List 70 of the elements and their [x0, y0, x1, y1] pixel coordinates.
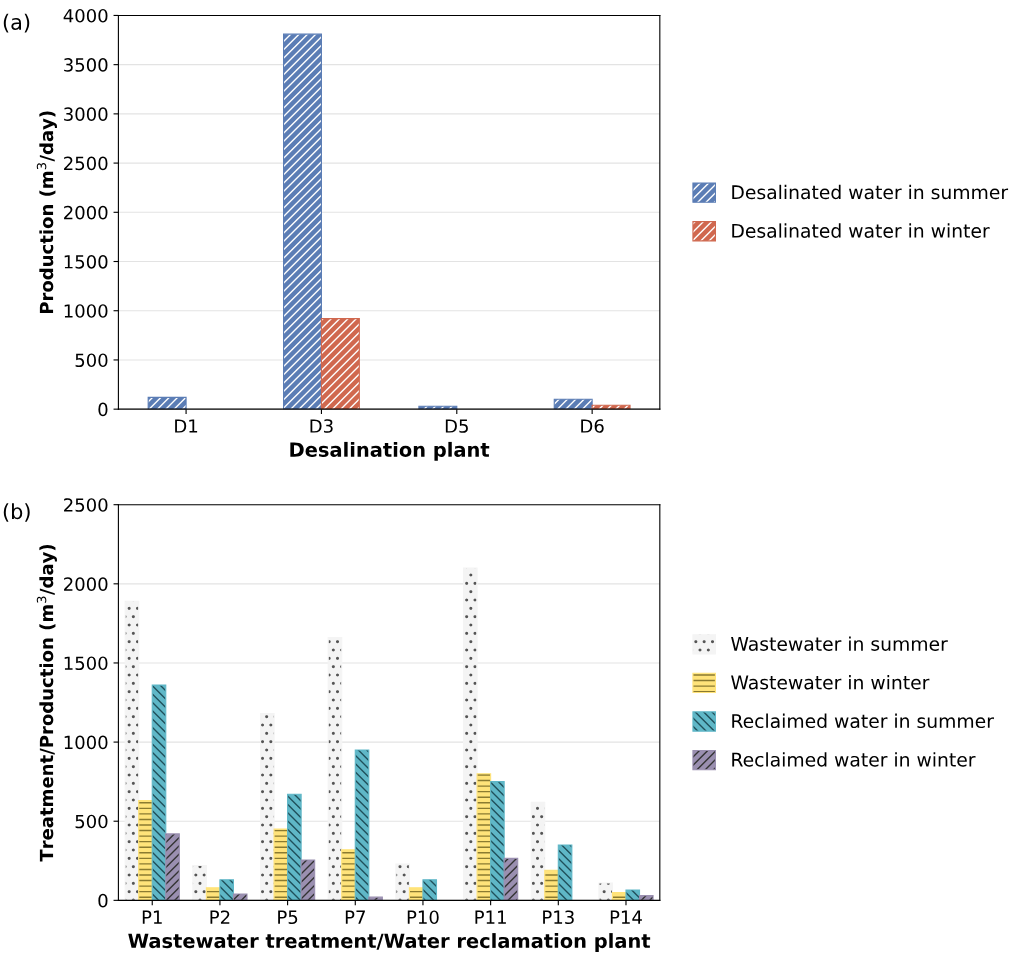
- legend-label: Desalinated water in summer: [732, 184, 1009, 200]
- x-tick-label: D3: [310, 419, 333, 433]
- x-tick-label: P13: [543, 910, 574, 925]
- x-tick-label: P10: [407, 910, 439, 925]
- x-tick-label: P2: [210, 910, 230, 924]
- y-tick-label: 2500: [64, 156, 108, 171]
- bar: [490, 781, 505, 901]
- bar: [422, 879, 438, 901]
- bar: [151, 684, 167, 901]
- x-tick-label: P11: [475, 910, 506, 924]
- bar: [327, 637, 343, 901]
- x-tick-label: P14: [610, 910, 642, 924]
- y-tick-label: 1500: [64, 254, 108, 269]
- y-tick-label: 0: [98, 402, 108, 417]
- y-tick-label: 1000: [64, 735, 108, 750]
- bar: [259, 713, 275, 901]
- bar: [463, 567, 478, 901]
- bar: [591, 404, 631, 410]
- x-tick-label: P1: [142, 910, 162, 924]
- bar: [503, 857, 519, 901]
- bar: [598, 882, 614, 901]
- legend-label: Desalinated water in winter: [732, 223, 990, 238]
- bar: [287, 793, 302, 901]
- bar: [354, 749, 370, 901]
- legend-label: Wastewater in summer: [731, 636, 948, 651]
- bar: [544, 869, 559, 901]
- x-axis-title: Desalination plant: [290, 441, 490, 461]
- x-tick-label: P7: [345, 910, 365, 924]
- x-tick-label: D1: [175, 419, 198, 433]
- bar: [165, 833, 180, 901]
- y-tick-label: 0: [98, 893, 108, 908]
- y-tick-label: 2500: [64, 498, 108, 512]
- bar: [300, 859, 316, 901]
- y-tick-label: 1500: [64, 656, 108, 671]
- x-tick-label: D5: [445, 419, 468, 433]
- bar: [553, 398, 593, 410]
- bar: [219, 879, 235, 901]
- y-tick-label: 1000: [64, 304, 108, 318]
- x-tick-label: D6: [581, 419, 604, 433]
- y-tick-label: 4000: [63, 8, 108, 23]
- bar: [638, 895, 654, 901]
- bar: [192, 864, 207, 901]
- bar: [341, 849, 356, 901]
- y-tick-label: 2000: [64, 577, 108, 591]
- bar: [395, 863, 410, 901]
- y-tick-label: 3000: [64, 107, 108, 121]
- bar: [138, 800, 153, 901]
- legend-label: Wastewater in winter: [731, 675, 930, 690]
- legend-label: Reclaimed water in winter: [732, 752, 976, 767]
- bar: [282, 33, 322, 410]
- y-tick-label: 500: [75, 814, 108, 829]
- bar: [530, 801, 546, 901]
- y-tick-label: 2000: [64, 205, 108, 220]
- bar: [273, 828, 289, 901]
- chart-title: (b): [3, 503, 30, 522]
- bar: [124, 600, 140, 901]
- y-axis-title: Production (m$^{3}$/day): [36, 111, 57, 314]
- y-tick-label: 500: [75, 353, 108, 368]
- chart-title: (a): [3, 13, 30, 33]
- y-axis-title: Treatment/Production (m$^{3}$/day): [36, 544, 57, 862]
- legend-label: Reclaimed water in summer: [732, 713, 994, 729]
- y-tick-label: 3500: [64, 58, 108, 72]
- bar: [147, 396, 187, 410]
- x-tick-label: P5: [278, 910, 298, 925]
- bar: [557, 844, 573, 901]
- x-axis-title: Wastewater treatment/Water reclamation plant: [128, 933, 651, 952]
- bar: [476, 773, 492, 901]
- bar: [320, 318, 360, 410]
- bar: [232, 893, 248, 901]
- bar: [625, 889, 641, 901]
